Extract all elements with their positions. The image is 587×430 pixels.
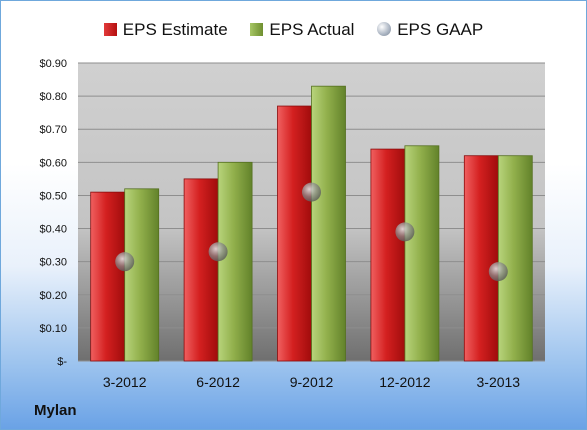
gaap-markers xyxy=(115,182,508,282)
bar-eps-actual xyxy=(311,85,346,362)
y-tick-label: $0.60 xyxy=(39,157,67,169)
legend-item-actual: EPS Actual xyxy=(250,20,354,40)
bar-eps-estimate xyxy=(90,191,126,362)
legend-swatch-estimate xyxy=(103,22,117,36)
x-axis-ticks: 3-2012 6-2012 9-2012 12-2012 3-2013 xyxy=(103,374,520,390)
legend-item-estimate: EPS Estimate xyxy=(103,19,228,40)
bar-eps-estimate xyxy=(183,178,219,362)
bar-eps-estimate xyxy=(370,148,406,362)
legend-swatch-gaap xyxy=(377,21,392,36)
legend-swatch-actual xyxy=(250,22,264,36)
legend-label-estimate: EPS Estimate xyxy=(122,19,228,39)
y-tick-label: $0.30 xyxy=(39,257,67,269)
y-tick-label: $0.10 xyxy=(39,323,67,335)
x-tick-label: 6-2012 xyxy=(196,374,240,390)
x-tick-label: 9-2012 xyxy=(290,374,334,390)
bar-eps-estimate xyxy=(463,155,499,362)
marker-eps-gaap xyxy=(115,252,135,272)
bar-eps-actual xyxy=(217,161,253,362)
bar-eps-actual xyxy=(497,155,533,362)
legend-item-gaap: EPS GAAP xyxy=(377,20,483,40)
x-tick-label: 12-2012 xyxy=(379,374,431,390)
bar-eps-actual xyxy=(124,188,160,362)
y-tick-label: $0.40 xyxy=(39,224,67,236)
x-tick-label: 3-2013 xyxy=(477,374,521,390)
y-tick-label: $0.50 xyxy=(39,190,67,202)
y-tick-label: $0.80 xyxy=(39,91,67,103)
company-name: Mylan xyxy=(34,402,77,419)
y-tick-label: $- xyxy=(57,356,67,368)
bars xyxy=(90,85,533,362)
y-tick-label: $0.90 xyxy=(39,58,67,70)
y-tick-label: $0.70 xyxy=(39,124,67,136)
marker-eps-gaap xyxy=(208,242,228,262)
legend: EPS Estimate EPS Actual EPS GAAP xyxy=(1,19,586,40)
y-tick-label: $0.20 xyxy=(39,290,67,302)
x-tick-label: 3-2012 xyxy=(103,374,147,390)
marker-eps-gaap xyxy=(488,262,508,282)
bar-eps-estimate xyxy=(277,105,312,362)
marker-eps-gaap xyxy=(302,182,321,202)
legend-label-gaap: EPS GAAP xyxy=(397,19,484,39)
legend-label-actual: EPS Actual xyxy=(269,19,355,39)
bar-eps-actual xyxy=(404,145,440,362)
y-axis-ticks: $0.90 $0.80 $0.70 $0.60 $0.50 $0.40 $0.30 $0.20… xyxy=(39,58,67,368)
marker-eps-gaap xyxy=(395,222,415,242)
